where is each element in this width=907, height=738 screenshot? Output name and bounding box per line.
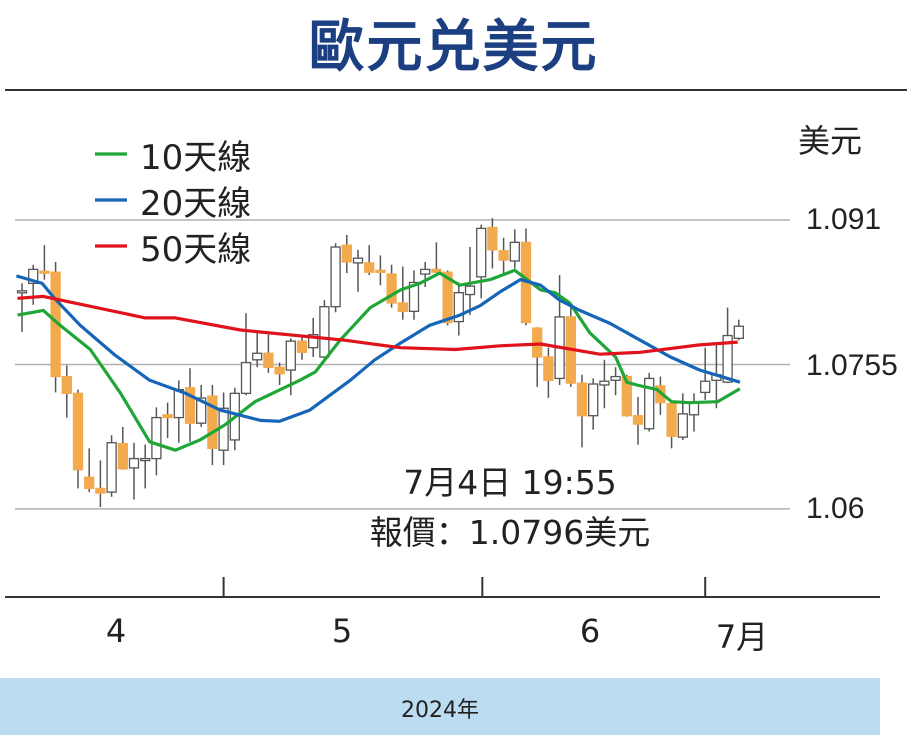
candle-down bbox=[341, 244, 352, 263]
candle-down bbox=[72, 392, 84, 471]
candle-down bbox=[263, 352, 274, 368]
y-tick-label: 1.06 bbox=[806, 492, 865, 525]
candle-up bbox=[509, 241, 520, 262]
candle-up bbox=[128, 457, 140, 469]
candle-down bbox=[632, 415, 644, 425]
candle-up bbox=[196, 397, 207, 424]
candle-up bbox=[610, 375, 621, 381]
candle-up bbox=[464, 285, 476, 296]
candle-up bbox=[240, 361, 252, 394]
ma-line-20d bbox=[15, 274, 741, 423]
candle-down bbox=[498, 250, 509, 261]
candle-up bbox=[476, 227, 487, 278]
x-tick-label: 6 bbox=[579, 612, 601, 650]
x-axis-year-label: 2024年 bbox=[401, 698, 479, 723]
annotation-date: 7月4日 19:55 bbox=[403, 463, 617, 502]
candle-up bbox=[408, 281, 420, 312]
candle-up bbox=[285, 340, 296, 371]
ma-line-50d bbox=[17, 294, 738, 356]
annotation-quote: 報價：1.0796美元 bbox=[369, 513, 651, 552]
candle-up bbox=[16, 290, 28, 294]
candle-down bbox=[364, 262, 375, 273]
candle-down bbox=[666, 402, 677, 437]
candle-up bbox=[722, 334, 733, 383]
candle-down bbox=[61, 375, 72, 394]
candle-down bbox=[442, 271, 453, 324]
candle-up bbox=[588, 383, 599, 417]
candle-down bbox=[207, 395, 218, 449]
candle-up bbox=[688, 402, 700, 416]
candle-down bbox=[162, 414, 173, 419]
candle-up bbox=[151, 416, 162, 460]
candle-down bbox=[84, 476, 95, 490]
candle-up bbox=[453, 292, 464, 323]
candle-down bbox=[487, 226, 498, 251]
candle-down bbox=[39, 270, 50, 274]
candle-down bbox=[621, 375, 632, 417]
candle-up bbox=[644, 377, 655, 430]
candle-up bbox=[733, 325, 744, 340]
candle-down bbox=[386, 273, 397, 304]
candle-down bbox=[184, 387, 196, 424]
year-band bbox=[0, 678, 880, 735]
y-tick-label: 1.091 bbox=[806, 203, 882, 236]
candle-up bbox=[308, 333, 319, 349]
candle-up bbox=[352, 257, 364, 264]
ma-line-10d bbox=[17, 268, 741, 452]
candle-down bbox=[117, 443, 128, 470]
candle-up bbox=[319, 306, 330, 358]
y-axis-unit: 美元 bbox=[798, 122, 863, 160]
candle-up bbox=[140, 457, 151, 462]
x-tick-label: 7月 bbox=[715, 618, 769, 656]
x-tick-label: 4 bbox=[105, 612, 127, 650]
chart-title: 歐元兑美元 bbox=[308, 15, 599, 80]
candle-down bbox=[543, 356, 554, 381]
candle-up bbox=[677, 413, 688, 438]
candle-up bbox=[700, 380, 711, 394]
candle-up bbox=[28, 268, 39, 285]
candle-down bbox=[375, 269, 386, 273]
candle-up bbox=[252, 352, 263, 361]
candle-up bbox=[599, 380, 610, 386]
candle-down bbox=[274, 366, 285, 375]
candle-down bbox=[95, 487, 106, 494]
x-tick-label: 5 bbox=[331, 612, 353, 650]
legend-label-50d: 50天線 bbox=[140, 230, 252, 270]
candle-down bbox=[431, 268, 442, 273]
candle-down bbox=[397, 302, 408, 312]
candle-up bbox=[420, 268, 431, 275]
candle-down bbox=[576, 382, 588, 417]
legend-label-10d: 10天線 bbox=[140, 138, 252, 178]
candle-up bbox=[330, 246, 341, 308]
candle-up bbox=[106, 442, 117, 493]
legend-label-20d: 20天線 bbox=[140, 184, 252, 224]
candle-up bbox=[173, 388, 184, 419]
y-tick-label: 1.0755 bbox=[806, 349, 898, 382]
candle-down bbox=[296, 340, 308, 353]
